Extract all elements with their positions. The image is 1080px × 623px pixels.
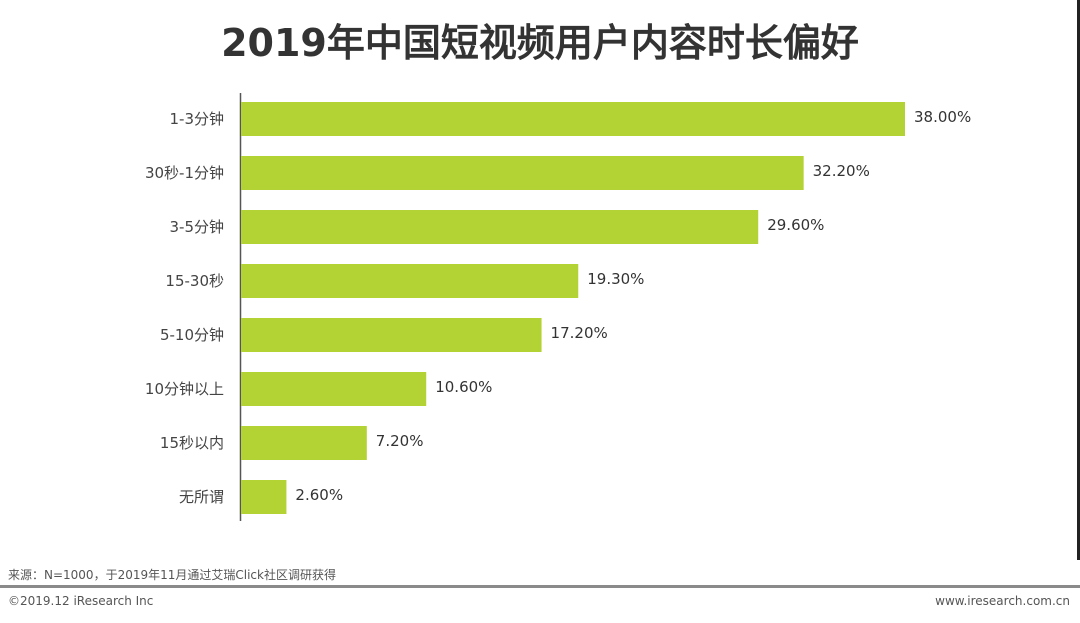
bar <box>241 264 579 298</box>
bar <box>241 210 759 244</box>
value-label: 32.20% <box>813 162 870 180</box>
bar <box>241 156 804 190</box>
category-label: 30秒-1分钟 <box>145 164 224 182</box>
bar <box>241 318 542 352</box>
value-label: 17.20% <box>551 324 608 342</box>
bar <box>241 102 905 136</box>
value-label: 7.20% <box>376 432 424 450</box>
category-label: 15秒以内 <box>160 434 224 452</box>
value-label: 38.00% <box>914 108 971 126</box>
value-label: 19.30% <box>587 270 644 288</box>
chart-title: 2019年中国短视频用户内容时长偏好 <box>221 21 859 65</box>
bar-chart: 1-3分钟 38.00% 30秒-1分钟 32.20% 3-5分钟 29.60% 15-30… <box>145 93 971 521</box>
frame-edge <box>1077 0 1080 560</box>
bar <box>241 426 367 460</box>
value-label: 10.60% <box>435 378 492 396</box>
bar <box>241 372 427 406</box>
source-note: 来源：N=1000，于2019年11月通过艾瑞Click社区调研获得 <box>8 568 336 582</box>
category-label: 10分钟以上 <box>145 380 224 398</box>
category-label: 1-3分钟 <box>170 110 225 128</box>
category-label: 15-30秒 <box>165 272 224 290</box>
copyright: ©2019.12 iResearch Inc <box>8 594 154 608</box>
category-label: 5-10分钟 <box>160 326 224 344</box>
category-label: 无所谓 <box>179 488 224 506</box>
bar <box>241 480 287 514</box>
value-label: 29.60% <box>767 216 824 234</box>
value-label: 2.60% <box>295 486 343 504</box>
category-label: 3-5分钟 <box>170 218 225 236</box>
website: www.iresearch.com.cn <box>935 594 1070 608</box>
footer-divider <box>0 585 1080 588</box>
